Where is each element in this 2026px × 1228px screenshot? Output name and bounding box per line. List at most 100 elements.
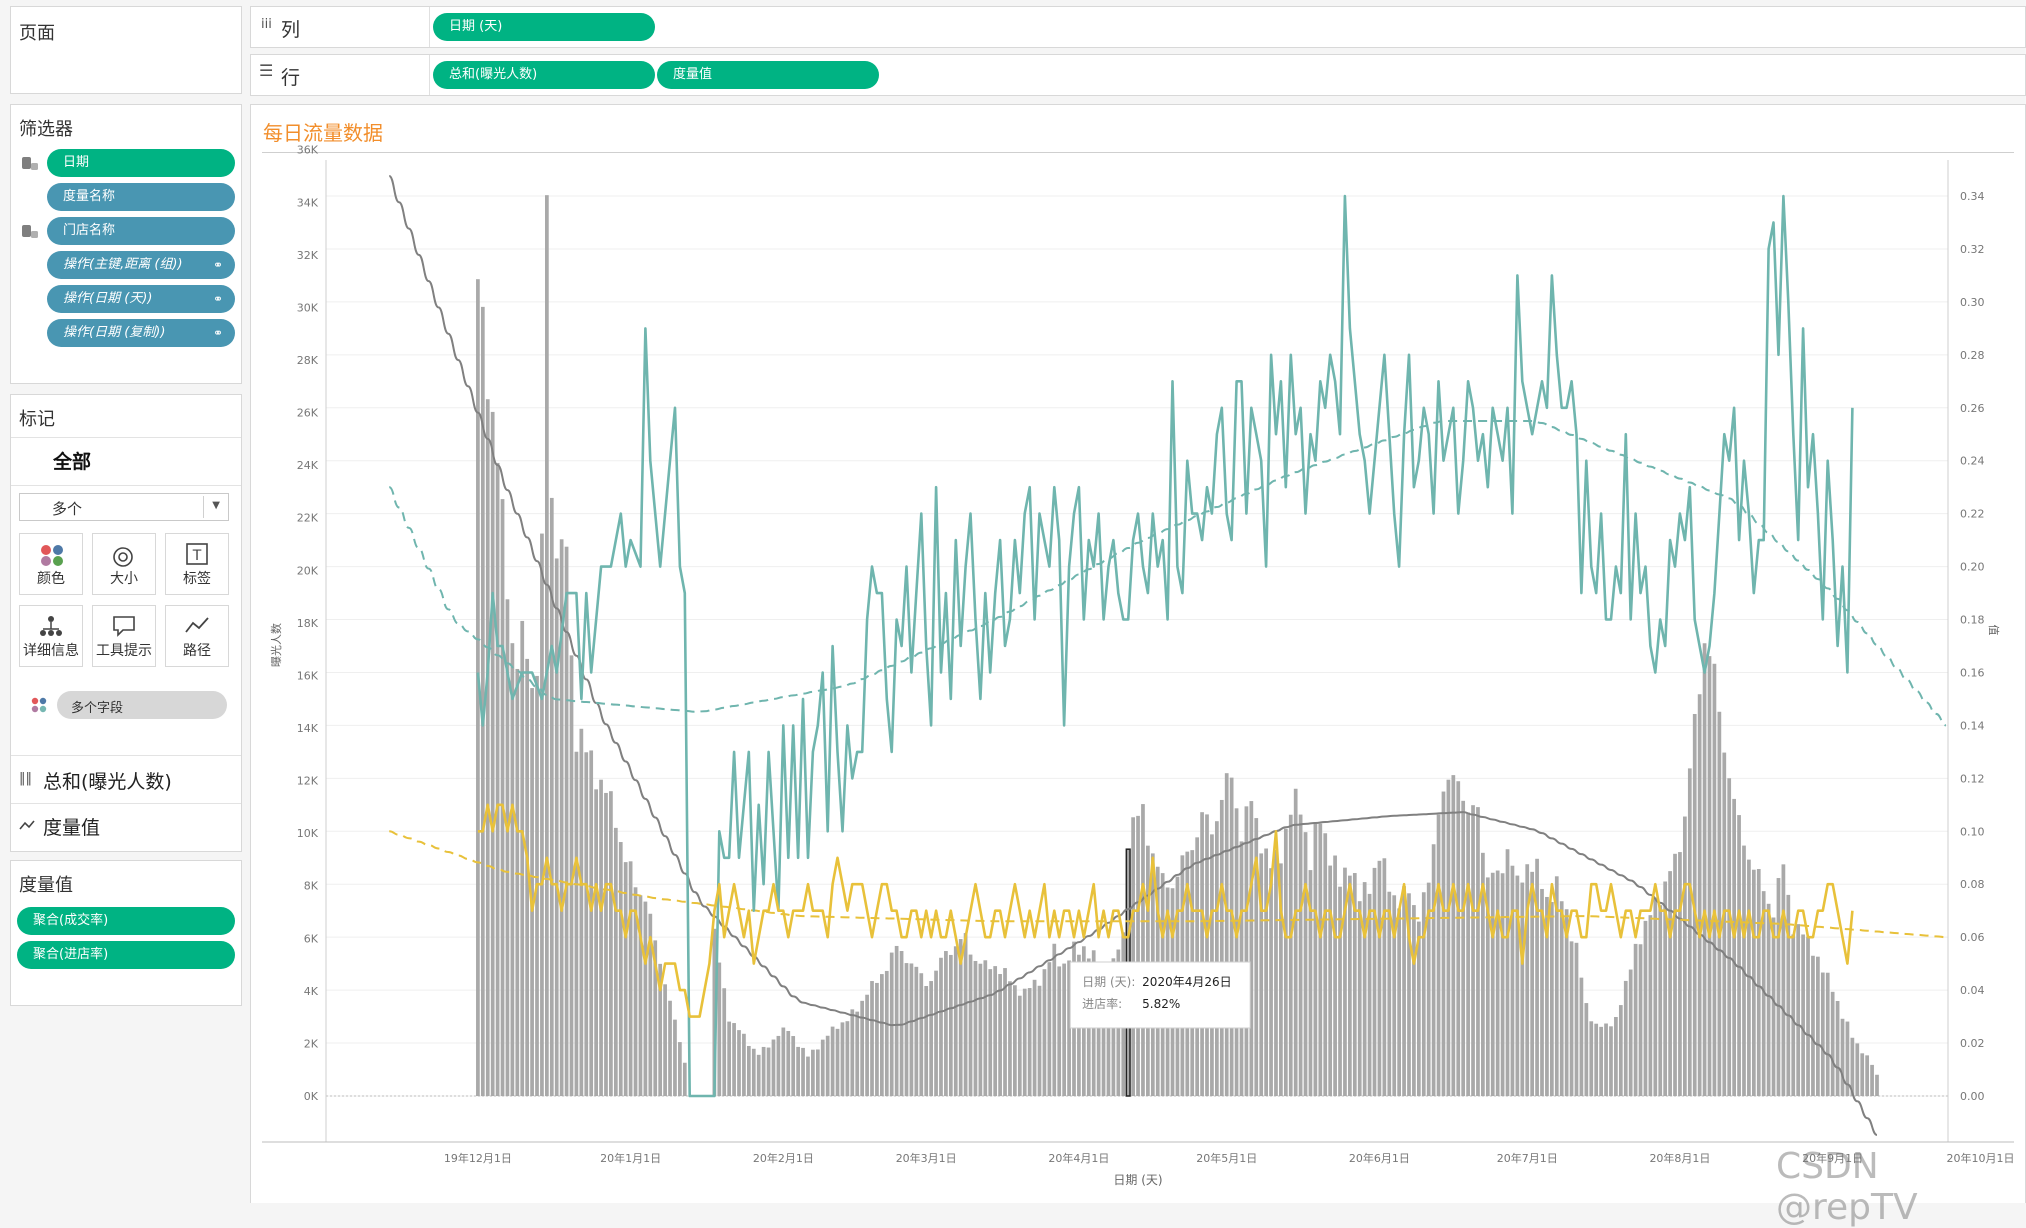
exposure-bar[interactable] [1416,921,1421,1096]
exposure-bar[interactable] [1865,1055,1870,1096]
exposure-bar[interactable] [1372,867,1377,1096]
exposure-bar[interactable] [485,399,490,1096]
exposure-bar[interactable] [1870,1064,1874,1096]
exposure-bar[interactable] [904,963,909,1096]
exposure-bar[interactable] [1712,663,1717,1096]
exposure-bar[interactable] [953,946,958,1096]
exposure-bar[interactable] [1008,981,1012,1096]
exposure-bar[interactable] [1559,901,1564,1096]
exposure-bar[interactable] [673,1019,677,1096]
exposure-bar[interactable] [1781,864,1786,1096]
exposure-bar[interactable] [1835,1000,1840,1096]
exposure-bar[interactable] [712,928,717,1096]
exposure-bar[interactable] [1505,849,1510,1096]
exposure-bar[interactable] [1348,875,1352,1096]
exposure-bar[interactable] [1013,985,1017,1096]
exposure-bar[interactable] [559,539,564,1096]
exposure-bar[interactable] [1426,882,1431,1096]
exposure-bar[interactable] [1855,1043,1860,1096]
exposure-bar[interactable] [1761,891,1766,1096]
exposure-bar[interactable] [604,792,608,1096]
exposure-bar[interactable] [845,1021,850,1096]
filter-pill-3[interactable]: 操作(主键,距离 (组)) ⚭ [47,251,235,279]
exposure-bar[interactable] [1131,817,1135,1096]
line-deal-rate[interactable] [477,803,1854,1018]
exposure-bar[interactable] [1017,995,1022,1096]
exposure-bar[interactable] [1648,915,1653,1096]
exposure-bar[interactable] [480,306,485,1096]
exposure-bar[interactable] [1461,800,1466,1096]
exposure-bar[interactable] [1096,966,1101,1096]
exposure-bar[interactable] [1707,656,1712,1096]
exposure-bar[interactable] [1825,972,1830,1096]
exposure-bar[interactable] [1367,893,1372,1096]
exposure-bar[interactable] [1288,814,1293,1096]
exposure-bar[interactable] [993,966,998,1096]
exposure-bar[interactable] [751,1048,756,1096]
exposure-bar[interactable] [545,195,549,1096]
exposure-bar[interactable] [1737,815,1741,1096]
exposure-bar[interactable] [1259,853,1264,1096]
exposure-bar[interactable] [1801,934,1805,1096]
exposure-bar[interactable] [599,779,603,1096]
exposure-bar[interactable] [1495,870,1500,1096]
exposure-bar[interactable] [1303,832,1308,1096]
exposure-bar[interactable] [643,901,648,1096]
exposure-bar[interactable] [919,973,924,1096]
exposure-bar[interactable] [1850,1037,1855,1096]
exposure-bar[interactable] [549,497,554,1096]
exposure-bar[interactable] [791,1036,796,1096]
exposure-bar[interactable] [505,599,510,1096]
exposure-bar[interactable] [594,789,598,1096]
exposure-bar[interactable] [776,1035,781,1096]
exposure-bar[interactable] [1554,876,1559,1096]
exposure-bar[interactable] [1771,917,1776,1096]
exposure-bar[interactable] [963,933,968,1096]
exposure-bar[interactable] [1658,905,1663,1096]
exposure-bar[interactable] [1224,773,1229,1096]
exposure-bar[interactable] [525,658,530,1096]
exposure-bar[interactable] [1678,852,1682,1096]
rows-pill-measure-values[interactable]: 度量值 [657,61,879,89]
exposure-bar[interactable] [1535,858,1539,1096]
exposure-bar[interactable] [1293,788,1298,1096]
exposure-bar[interactable] [830,1026,835,1096]
exposure-bar[interactable] [988,969,993,1096]
exposure-bar[interactable] [884,970,889,1096]
exposure-bar[interactable] [1141,804,1145,1096]
exposure-bar[interactable] [815,1049,820,1096]
exposure-bar[interactable] [668,1000,672,1096]
exposure-bar[interactable] [1254,818,1259,1096]
exposure-bar[interactable] [786,1030,791,1096]
filter-pill-5[interactable]: 操作(日期 (复制)) ⚭ [47,319,235,347]
filter-pill-2[interactable]: 门店名称 [47,217,235,245]
exposure-bar[interactable] [756,1054,761,1096]
measure-value-pill-enter-rate[interactable]: 聚合(进店率) [17,941,235,969]
exposure-bar[interactable] [1067,960,1071,1096]
mark-button-label[interactable]: T 标签 [165,533,229,595]
exposure-bar[interactable] [1747,859,1751,1096]
exposure-bar[interactable] [579,728,584,1096]
exposure-bar[interactable] [746,1045,751,1096]
exposure-bar[interactable] [781,1027,786,1096]
exposure-bar[interactable] [722,988,727,1096]
exposure-bar[interactable] [520,620,525,1096]
exposure-bar[interactable] [658,963,663,1096]
exposure-bar[interactable] [850,1009,855,1096]
line-enter-rate[interactable] [476,194,1854,1098]
exposure-bar[interactable] [1786,894,1791,1096]
exposure-bar[interactable] [1323,833,1328,1096]
exposure-bar[interactable] [678,1042,682,1096]
exposure-bar[interactable] [1668,871,1672,1096]
exposure-bar[interactable] [914,966,919,1096]
exposure-bar[interactable] [510,643,515,1096]
exposure-bar[interactable] [1022,988,1027,1096]
marks-card-measure[interactable]: 度量值 [19,809,233,843]
exposure-bar[interactable] [727,1021,732,1096]
exposure-bar[interactable] [899,951,904,1096]
exposure-bar[interactable] [1200,812,1204,1096]
exposure-bar[interactable] [1643,920,1648,1096]
exposure-bar[interactable] [1791,934,1796,1096]
exposure-bar[interactable] [1766,903,1771,1096]
rows-pill-exposure[interactable]: 总和(曝光人数) [433,61,655,89]
